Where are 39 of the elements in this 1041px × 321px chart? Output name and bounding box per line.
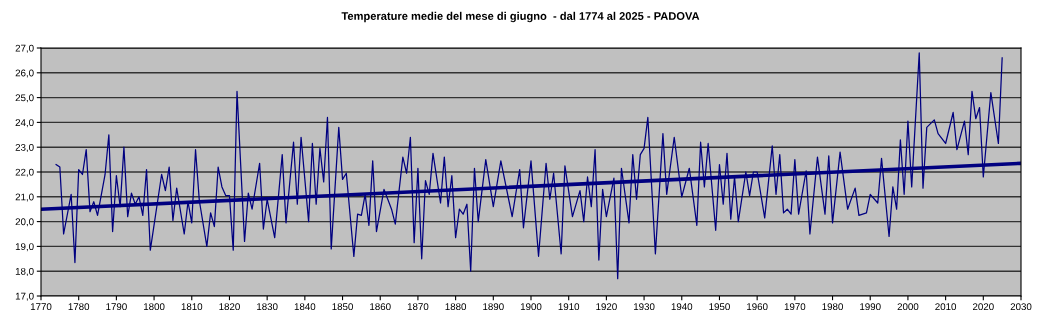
x-tick-label: 2020 bbox=[972, 303, 994, 311]
x-tick-label: 1860 bbox=[370, 303, 391, 311]
x-tick-label: 2030 bbox=[1010, 303, 1032, 311]
x-tick-label: 1850 bbox=[332, 303, 353, 311]
y-tick-label: 26,0 bbox=[15, 69, 34, 78]
x-tick-label: 1820 bbox=[219, 303, 240, 311]
x-tick-label: 1960 bbox=[747, 303, 768, 311]
x-tick-label: 1890 bbox=[483, 303, 504, 311]
x-tick-label: 1830 bbox=[257, 303, 278, 311]
x-tick-label: 1990 bbox=[860, 303, 881, 311]
x-tick-label: 1940 bbox=[671, 303, 693, 311]
x-tick-label: 2000 bbox=[897, 303, 919, 311]
x-tick-label: 1880 bbox=[445, 303, 467, 311]
x-tick-label: 1920 bbox=[596, 303, 617, 311]
x-tick-label: 1950 bbox=[709, 303, 730, 311]
y-tick-label: 27,0 bbox=[15, 44, 34, 53]
y-tick-label: 24,0 bbox=[15, 119, 34, 128]
y-tick-label: 17,0 bbox=[15, 292, 34, 301]
x-tick-label: 1780 bbox=[68, 303, 90, 311]
y-tick-label: 19,0 bbox=[15, 243, 34, 252]
x-tick-label: 1980 bbox=[822, 303, 843, 311]
x-tick-label: 1970 bbox=[784, 303, 806, 311]
x-tick-label: 1800 bbox=[144, 303, 165, 311]
x-tick-label: 2010 bbox=[935, 303, 957, 311]
x-tick-label: 1810 bbox=[181, 303, 203, 311]
y-tick-label: 18,0 bbox=[15, 267, 34, 276]
chart-title: Temperature medie del mese di giugno - dal 1774 al 2025 - PADOVA bbox=[341, 11, 700, 23]
x-tick-label: 1930 bbox=[634, 303, 655, 311]
x-tick-label: 1870 bbox=[407, 303, 429, 311]
y-tick-label: 23,0 bbox=[15, 143, 34, 152]
x-tick-label: 1910 bbox=[558, 303, 580, 311]
x-tick-label: 1790 bbox=[106, 303, 127, 311]
x-tick-label: 1840 bbox=[294, 303, 316, 311]
y-tick-label: 22,0 bbox=[15, 168, 34, 177]
y-tick-label: 25,0 bbox=[15, 94, 34, 103]
x-tick-label: 1770 bbox=[30, 303, 52, 311]
x-tick-label: 1900 bbox=[520, 303, 542, 311]
y-tick-label: 21,0 bbox=[15, 193, 34, 202]
y-tick-label: 20,0 bbox=[15, 218, 34, 227]
